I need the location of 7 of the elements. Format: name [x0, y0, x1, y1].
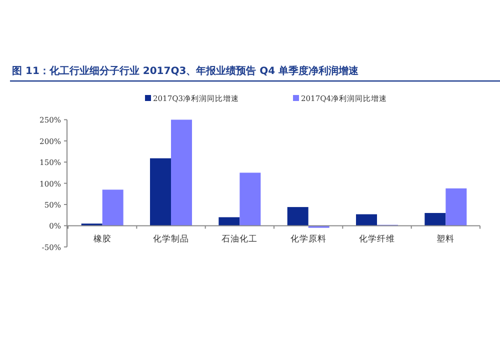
x-tick-label: 化学制品	[153, 234, 189, 245]
chart-title: 图 11：化工行业细分子行业 2017Q3、年报业绩预告 Q4 单季度净利润增速	[12, 65, 360, 77]
x-tick-label: 石油化工	[222, 234, 258, 245]
x-tick-label: 化学纤维	[359, 234, 395, 245]
x-tick-label: 化学原料	[290, 234, 326, 245]
x-tick-label: 塑料	[436, 234, 455, 245]
x-tick-label: 橡胶	[93, 234, 112, 245]
